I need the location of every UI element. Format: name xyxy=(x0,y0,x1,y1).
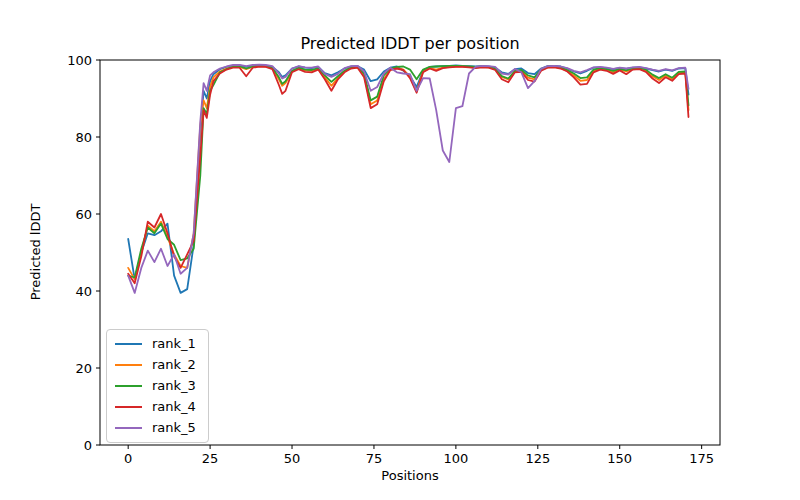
x-tick-label: 0 xyxy=(124,451,132,466)
chart-title: Predicted lDDT per position xyxy=(100,34,720,53)
y-tick-label: 0 xyxy=(84,438,92,453)
y-tick-label: 100 xyxy=(67,53,92,68)
x-tick-label: 100 xyxy=(443,451,468,466)
x-tick-label: 150 xyxy=(607,451,632,466)
series-line-rank_3 xyxy=(128,66,688,278)
x-axis-label: Positions xyxy=(100,468,720,483)
lddt-plot-figure: 0 25 50 75 100 125 150 175 0 20 40 60 80 100 Predicte… xyxy=(0,0,800,500)
y-tick-label: 60 xyxy=(75,207,92,222)
legend-label-rank_2: rank_2 xyxy=(152,358,196,372)
legend-item-rank_3: rank_3 xyxy=(115,379,196,393)
legend-swatch-rank_5 xyxy=(115,427,142,429)
x-tick-label: 175 xyxy=(689,451,714,466)
legend-item-rank_4: rank_4 xyxy=(115,400,196,414)
series-line-rank_1 xyxy=(128,65,688,293)
legend-label-rank_5: rank_5 xyxy=(152,421,196,435)
x-tick-label: 50 xyxy=(284,451,301,466)
legend-item-rank_1: rank_1 xyxy=(115,337,196,351)
y-tick-label: 20 xyxy=(75,361,92,376)
legend-label-rank_4: rank_4 xyxy=(152,400,196,414)
x-tick-label: 75 xyxy=(366,451,383,466)
legend-item-rank_5: rank_5 xyxy=(115,421,196,435)
legend-item-rank_2: rank_2 xyxy=(115,358,196,372)
y-tick-label: 40 xyxy=(75,284,92,299)
legend-label-rank_1: rank_1 xyxy=(152,337,196,351)
legend-swatch-rank_4 xyxy=(115,406,142,408)
y-axis-label: Predicted lDDT xyxy=(28,204,43,301)
x-tick-label: 125 xyxy=(525,451,550,466)
series-line-rank_5 xyxy=(128,65,688,293)
legend: rank_1 rank_2 rank_3 rank_4 rank_5 xyxy=(106,329,209,443)
series-line-rank_2 xyxy=(128,66,688,279)
series-line-rank_4 xyxy=(128,67,688,284)
legend-label-rank_3: rank_3 xyxy=(152,379,196,393)
y-tick-label: 80 xyxy=(75,130,92,145)
legend-swatch-rank_2 xyxy=(115,364,142,366)
x-tick-label: 25 xyxy=(202,451,219,466)
legend-swatch-rank_3 xyxy=(115,385,142,387)
legend-swatch-rank_1 xyxy=(115,343,142,345)
